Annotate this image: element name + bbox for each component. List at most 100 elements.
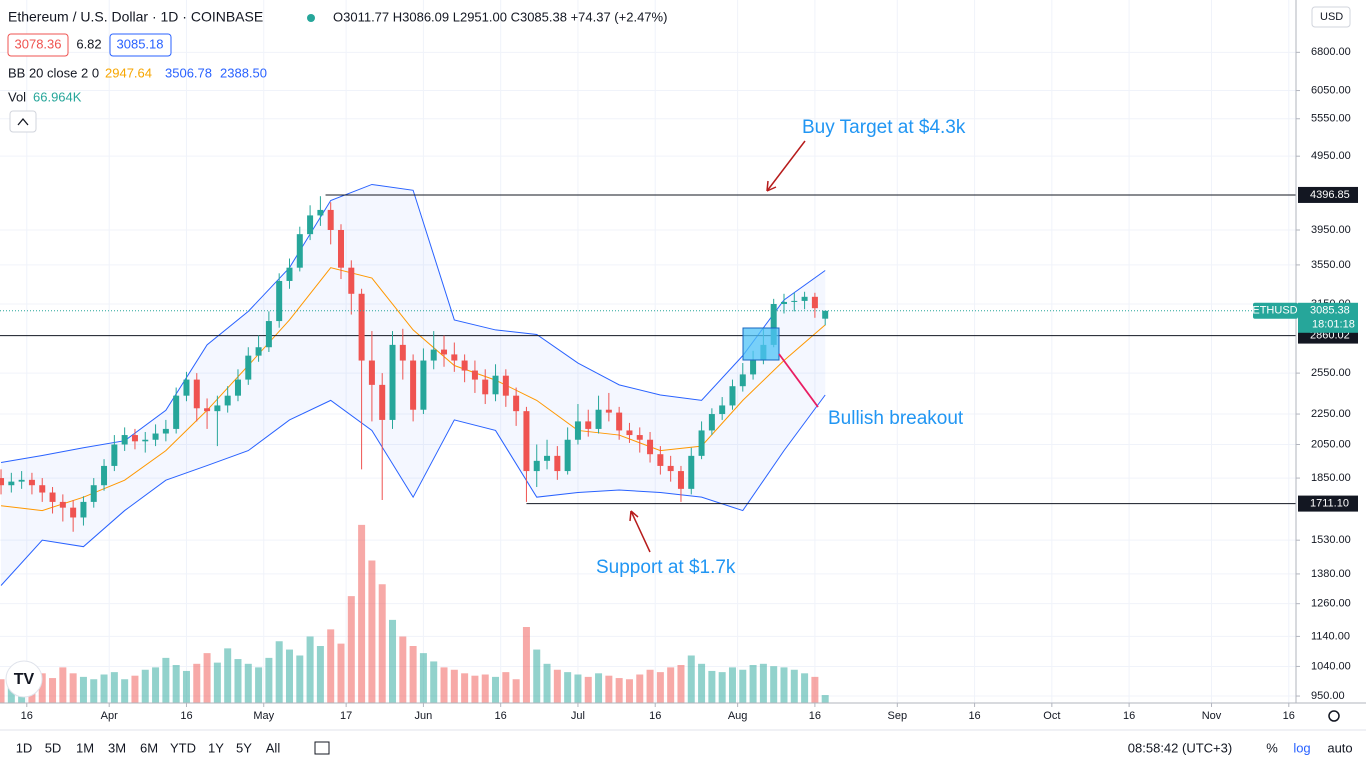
volume-bar xyxy=(100,674,108,703)
volume-bar xyxy=(636,674,644,703)
y-tick-label: 950.00 xyxy=(1311,690,1345,702)
y-tick-label: 1140.00 xyxy=(1311,630,1350,642)
candle-body xyxy=(585,421,592,429)
log-toggle[interactable]: log xyxy=(1293,740,1310,755)
volume-bar xyxy=(182,670,190,703)
x-tick-label: Jun xyxy=(415,710,433,722)
volume-bar xyxy=(409,646,417,703)
symbol-label: ETHUSD xyxy=(1252,305,1297,317)
collapse-icon xyxy=(17,117,29,126)
candle-body xyxy=(111,444,118,466)
range-button[interactable]: 1D xyxy=(16,740,33,755)
candle-body xyxy=(358,293,365,361)
candle-body xyxy=(327,209,334,230)
buy-box[interactable] xyxy=(109,33,172,57)
volume-bar xyxy=(131,675,139,703)
volume-bar xyxy=(358,524,366,703)
candle-body xyxy=(533,460,540,472)
range-button[interactable]: 3M xyxy=(108,740,126,755)
bb-mid: 2947.64 xyxy=(105,65,152,80)
candle-body xyxy=(461,360,468,371)
candle-body xyxy=(688,455,695,489)
volume-bar xyxy=(708,670,716,703)
volume-bar xyxy=(347,596,355,703)
candle-body xyxy=(101,465,108,486)
candle-body xyxy=(276,280,283,322)
volume-bar xyxy=(213,662,221,703)
volume-bar xyxy=(461,673,469,703)
volume-bar xyxy=(553,669,561,703)
sell-price[interactable]: 3078.36 xyxy=(15,36,62,51)
range-button[interactable]: 5Y xyxy=(236,740,252,755)
candle-body xyxy=(708,414,715,431)
candle-body xyxy=(49,492,56,502)
candle-body xyxy=(739,374,746,387)
y-tick-label: 2050.00 xyxy=(1311,438,1351,450)
volume-bar xyxy=(811,676,819,703)
volume-bar xyxy=(718,672,726,703)
currency[interactable]: USD xyxy=(1320,11,1343,23)
arrow-head xyxy=(766,180,777,192)
volume-bar xyxy=(533,649,541,703)
range-button[interactable]: 1M xyxy=(76,740,94,755)
candle-body xyxy=(657,454,664,466)
volume-bar xyxy=(193,663,201,703)
volume-bar xyxy=(285,649,293,703)
candle-body xyxy=(698,430,705,456)
volume-bar xyxy=(368,560,376,703)
volume-bar xyxy=(728,667,736,703)
candle-body xyxy=(234,379,241,396)
bb-upper xyxy=(0,183,826,464)
hline-label-bg xyxy=(1298,186,1358,203)
collapse-button[interactable] xyxy=(9,110,37,133)
toolbar: 1D 5D 1M 3M 6M YTD 1Y 5Y All xyxy=(16,740,281,755)
range-button[interactable]: YTD xyxy=(170,740,196,755)
compare-icon[interactable] xyxy=(314,741,330,755)
volume-bar xyxy=(0,679,5,703)
percent-toggle[interactable]: % xyxy=(1266,740,1278,755)
candle-body xyxy=(441,349,448,355)
candle-body xyxy=(801,296,808,301)
countdown: 18:01:18 xyxy=(1312,319,1355,331)
range-button[interactable]: All xyxy=(266,740,281,755)
candle-body xyxy=(523,411,530,472)
candle-body xyxy=(564,439,571,472)
x-tick-label: Aug xyxy=(728,710,748,722)
range-button[interactable]: 6M xyxy=(140,740,158,755)
volume-bar xyxy=(584,676,592,703)
arrow xyxy=(778,353,819,408)
y-tick-label: 4950.00 xyxy=(1311,150,1351,162)
candle-body xyxy=(90,485,97,502)
volume-bar xyxy=(275,641,283,703)
x-tick-label: 16 xyxy=(180,710,192,722)
auto-toggle[interactable]: auto xyxy=(1327,740,1352,755)
volume-bar xyxy=(759,663,767,703)
candle-body xyxy=(121,435,128,445)
bb-label: BB 20 close 2 0 xyxy=(8,65,99,80)
candle-body xyxy=(0,478,5,486)
arrow xyxy=(766,140,806,192)
settings-icon[interactable] xyxy=(1328,710,1340,722)
candle-body xyxy=(265,321,272,348)
candle-body xyxy=(379,384,386,420)
buy-price[interactable]: 3085.18 xyxy=(117,36,164,51)
y-tick-label: 6050.00 xyxy=(1311,84,1351,96)
candle-body xyxy=(729,386,736,406)
symbol-title: Ethereum / U.S. Dollar · 1D · COINBASE xyxy=(8,9,263,25)
candle-body xyxy=(28,479,35,486)
hline-label: 4396.85 xyxy=(1310,189,1350,201)
volume-bar xyxy=(244,663,252,703)
candle-body xyxy=(502,375,509,396)
x-tick-label: May xyxy=(253,710,274,722)
candle-body xyxy=(595,409,602,429)
currency-box[interactable] xyxy=(1311,6,1351,28)
range-button[interactable]: 1Y xyxy=(208,740,224,755)
volume-bar xyxy=(821,695,829,703)
x-tick-label: 16 xyxy=(495,710,507,722)
candle-body xyxy=(647,439,654,455)
candle-body xyxy=(162,428,169,434)
volume-bar xyxy=(172,665,180,703)
sell-box[interactable] xyxy=(7,33,69,57)
range-button[interactable]: 5D xyxy=(45,740,62,755)
